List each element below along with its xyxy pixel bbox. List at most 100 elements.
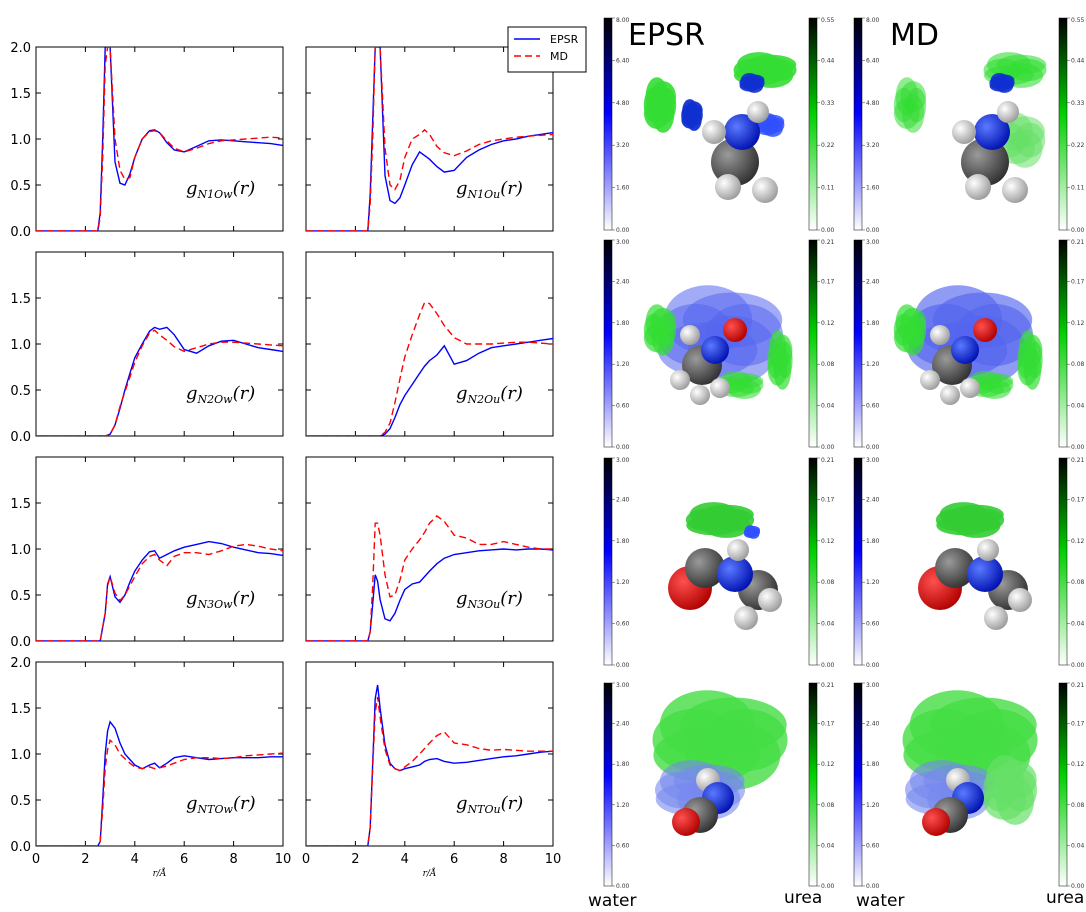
hydrogen-atom [747, 101, 769, 123]
nitrogen-atom [974, 114, 1010, 150]
isosurface-lobe [747, 526, 760, 534]
isosurface-lobe [994, 760, 1037, 799]
plot-panel-5: 0.0 0.5 1.0 1.5 gN3Ow(r) [10, 456, 284, 650]
isosurface-lobe [900, 81, 926, 112]
colorbar-tick-label: 0.11 [821, 185, 835, 192]
x-tick-label: 10 [275, 852, 292, 867]
colorbar-tick-label: 4.80 [866, 100, 880, 107]
colorbar-tick-label: 0.00 [1071, 227, 1085, 234]
colorbar-tick-label: 0.22 [821, 142, 835, 149]
x-tick-label: 4 [401, 852, 409, 867]
colorbar-tick-label: 0.17 [1071, 278, 1085, 285]
colorbar-tick-label: 1.20 [866, 802, 880, 809]
water-colorbar-row4: 3.00 2.40 1.80 1.20 0.60 0.00 [853, 682, 880, 890]
colorbar-tick-label: 2.40 [866, 278, 880, 285]
isosurface-lobe [650, 307, 676, 337]
water-isosurface [931, 99, 953, 131]
hydrogen-atom [977, 539, 999, 561]
hydrogen-atom [734, 606, 758, 630]
colorbar-tick-label: 3.20 [866, 142, 880, 149]
hydrogen-atom [752, 177, 778, 203]
colorbar-tick-label: 1.20 [866, 579, 880, 586]
colorbar-tick-label: 0.12 [1071, 320, 1085, 327]
colorbar-tick-label: 0.08 [821, 802, 835, 809]
isosurface-lobe [996, 54, 1047, 75]
colorbar-tick-label: 3.00 [866, 239, 880, 246]
oxygen-atom [922, 808, 950, 836]
colorbar-tick-label: 1.60 [866, 185, 880, 192]
colorbar-tick-label: 0.21 [821, 457, 835, 464]
colorbar-tick-label: 0.60 [616, 842, 630, 849]
colorbar-gradient [808, 682, 818, 887]
colorbar-tick-label: 0.08 [1071, 802, 1085, 809]
colorbar-tick-label: 0.00 [866, 227, 880, 234]
plot-frame [35, 661, 284, 847]
colorbar-tick-label: 0.12 [821, 761, 835, 768]
hydrogen-atom [715, 174, 741, 200]
colorbar-gradient [853, 239, 863, 448]
colorbar-tick-label: 0.08 [1071, 361, 1085, 368]
hydrogen-atom [920, 370, 940, 390]
colorbar-tick-label: 0.00 [616, 662, 630, 669]
urea-isosurface [893, 77, 927, 133]
colorbar-gradient [853, 457, 863, 666]
y-tick-label: 0.5 [10, 589, 31, 604]
water-colorbar-row1: 8.00 6.40 4.80 3.20 1.60 0.00 [853, 17, 880, 234]
colorbar-tick-label: 3.00 [616, 682, 630, 689]
colorbar-gradient [603, 239, 613, 448]
urea-isosurface [893, 304, 927, 356]
isosurface-lobe [761, 114, 785, 128]
plot-frame [35, 251, 284, 437]
colorbar-tick-label: 0.04 [821, 621, 835, 628]
colorbar-tick-label: 0.00 [616, 227, 630, 234]
legend: EPSR MD [507, 26, 587, 73]
colorbar-tick-label: 0.08 [1071, 579, 1085, 586]
y-tick-label: 1.0 [10, 543, 31, 558]
column-title-md: MD [890, 18, 939, 53]
colorbar-tick-label: 0.04 [1071, 403, 1085, 410]
colorbar-gradient [853, 17, 863, 231]
plot-frame [305, 456, 554, 642]
colorbar-tick-label: 1.80 [616, 538, 630, 545]
plot-panel-6: gN3Ou(r) [305, 456, 554, 642]
colorbar-gradient [808, 239, 818, 448]
series-line-md [306, 514, 553, 641]
plot-panel-1: 0.0 0.5 1.0 1.5 2.0 gN1Ow(r) [10, 41, 284, 240]
colorbar-tick-label: 1.80 [866, 538, 880, 545]
oxygen-atom [672, 808, 700, 836]
x-axis-label: r/Å [153, 867, 167, 879]
colorbar-tick-label: 0.44 [1071, 57, 1085, 64]
colorbar-tick-label: 0.60 [616, 621, 630, 628]
colorbar-tick-label: 0.17 [821, 496, 835, 503]
colorbar-tick-label: 0.12 [821, 320, 835, 327]
colorbar-tick-label: 0.00 [821, 444, 835, 451]
urea-colorbar-row4: 0.21 0.17 0.12 0.08 0.04 0.00 [808, 682, 835, 890]
hydrogen-atom [670, 370, 690, 390]
isosurface-lobe [744, 74, 765, 86]
carbon-atom [961, 138, 1009, 186]
colorbar-tick-label: 2.40 [866, 721, 880, 728]
curve-annotation: gN2Ow(r) [186, 383, 255, 406]
water-isosurface [755, 113, 785, 137]
y-tick-label: 1.5 [10, 87, 31, 102]
colorbar-tick-label: 0.00 [1071, 662, 1085, 669]
isosurface-lobe [685, 101, 703, 119]
water-colorbar-row1: 8.00 6.40 4.80 3.20 1.60 0.00 [603, 17, 630, 234]
colorbar-gradient [808, 17, 818, 231]
hydrogen-atom [940, 385, 960, 405]
colorbar-tick-label: 0.44 [821, 57, 835, 64]
colorbar-tick-label: 0.55 [821, 17, 835, 24]
curve-annotation: gNTOu(r) [456, 793, 523, 816]
hydrogen-atom [984, 606, 1008, 630]
hydrogen-atom [1008, 588, 1032, 612]
water-colorbar-row2: 3.00 2.40 1.80 1.20 0.60 0.00 [853, 239, 880, 451]
colorbar-tick-label: 0.00 [866, 444, 880, 451]
colorbar-tick-label: 6.40 [866, 57, 880, 64]
carbon-atom [711, 138, 759, 186]
series-line-md [36, 47, 283, 231]
curve-annotation: gN1Ou(r) [456, 178, 523, 201]
isosurface-lobe [772, 334, 793, 368]
urea-isosurface [685, 502, 755, 538]
nitrogen-atom [967, 556, 1003, 592]
y-tick-label: 0.0 [10, 635, 31, 650]
